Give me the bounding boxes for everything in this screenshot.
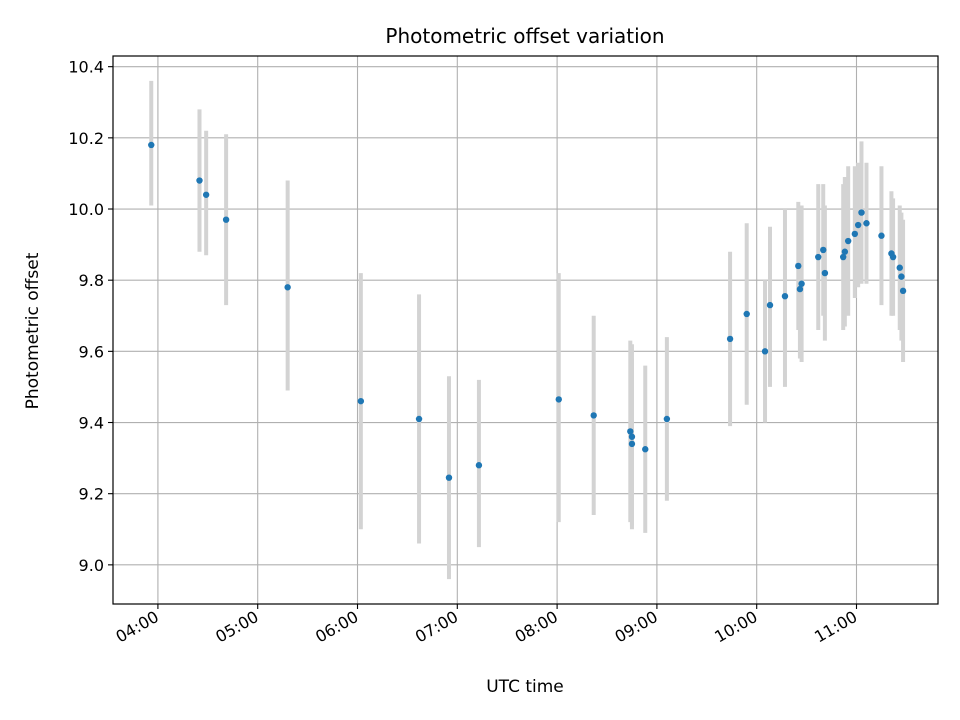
data-point	[628, 440, 636, 448]
data-point	[798, 280, 805, 287]
data-point	[202, 191, 210, 198]
y-tick-label: 10.4	[68, 58, 104, 77]
data-point	[844, 237, 852, 245]
data-point	[898, 273, 905, 280]
data-point	[878, 232, 885, 239]
data-point	[148, 141, 155, 149]
y-tick-label: 9.6	[79, 342, 104, 361]
plot-frame	[112, 55, 939, 605]
data-point	[555, 396, 562, 403]
data-point	[820, 246, 827, 254]
data-point	[896, 264, 903, 271]
y-axis-ticks: 9.0 9.2 9.4 9.6 9.8 10.0 10.2 10.4	[68, 58, 113, 575]
data-point	[627, 428, 634, 435]
data-points	[148, 141, 907, 481]
data-point	[858, 209, 865, 216]
data-point	[743, 310, 750, 318]
data-point	[841, 248, 849, 255]
data-point	[196, 177, 203, 184]
data-point	[815, 253, 822, 261]
data-point	[726, 335, 734, 343]
data-point	[663, 415, 671, 423]
data-point	[357, 397, 365, 405]
data-point	[854, 221, 862, 229]
y-axis-label: Photometric offset	[23, 252, 43, 409]
data-point	[899, 287, 907, 295]
data-point	[628, 433, 636, 440]
data-point	[796, 285, 804, 293]
y-tick-label: 9.2	[79, 485, 104, 504]
data-point	[761, 348, 769, 355]
chart-title: Photometric offset variation	[385, 24, 664, 48]
y-tick-label: 10.2	[68, 129, 104, 148]
x-axis-label: UTC time	[486, 677, 564, 697]
y-tick-label: 10.0	[68, 200, 104, 219]
data-point	[222, 216, 230, 223]
data-point	[766, 301, 774, 309]
y-tick-label: 9.4	[79, 414, 104, 433]
y-tick-label: 9.8	[79, 271, 104, 290]
data-point	[590, 412, 597, 419]
data-point	[284, 284, 291, 291]
data-point	[795, 262, 802, 270]
data-point	[781, 292, 789, 300]
data-point	[889, 253, 897, 261]
data-point	[475, 462, 483, 469]
data-point	[415, 415, 423, 423]
data-point	[851, 230, 859, 238]
data-point	[821, 269, 829, 277]
data-point	[642, 446, 649, 453]
data-point	[839, 253, 847, 261]
grid	[113, 56, 938, 604]
data-point	[445, 474, 453, 481]
y-tick-label: 9.0	[79, 556, 104, 575]
data-point	[863, 220, 870, 227]
